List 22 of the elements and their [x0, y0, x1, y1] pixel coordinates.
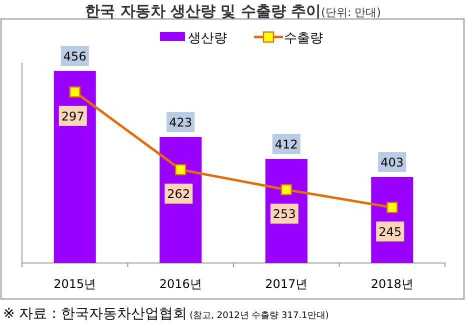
- x-tick-label: 2016년: [159, 277, 202, 291]
- x-tick-label: 2017년: [265, 277, 308, 291]
- data-label: 403: [380, 156, 404, 170]
- data-label: 245: [378, 224, 402, 239]
- x-tick-label: 2018년: [370, 277, 414, 291]
- point: [386, 202, 398, 214]
- data-label: 456: [63, 50, 86, 64]
- point: [69, 86, 80, 98]
- chart-title: 한국 자동차 생산량 및 수출량 추이: [85, 2, 322, 20]
- text: ※ 자료 : 한국자동차산업협회: [3, 306, 187, 322]
- chart-subtitle: (단위: 만대): [321, 6, 381, 19]
- data-label: 262: [167, 187, 190, 202]
- data-label: 423: [169, 116, 192, 130]
- data-label: 253: [272, 207, 296, 222]
- legend-label: 생산량: [188, 31, 227, 46]
- legend-label: 수출량: [284, 31, 323, 46]
- data-label: 297: [61, 109, 84, 124]
- point: [280, 184, 292, 196]
- data-label: 412: [274, 138, 298, 152]
- point: [175, 164, 186, 176]
- text: (참고, 2012년 수출량 317.1만대): [186, 311, 329, 321]
- x-tick-label: 2015년: [54, 277, 96, 291]
